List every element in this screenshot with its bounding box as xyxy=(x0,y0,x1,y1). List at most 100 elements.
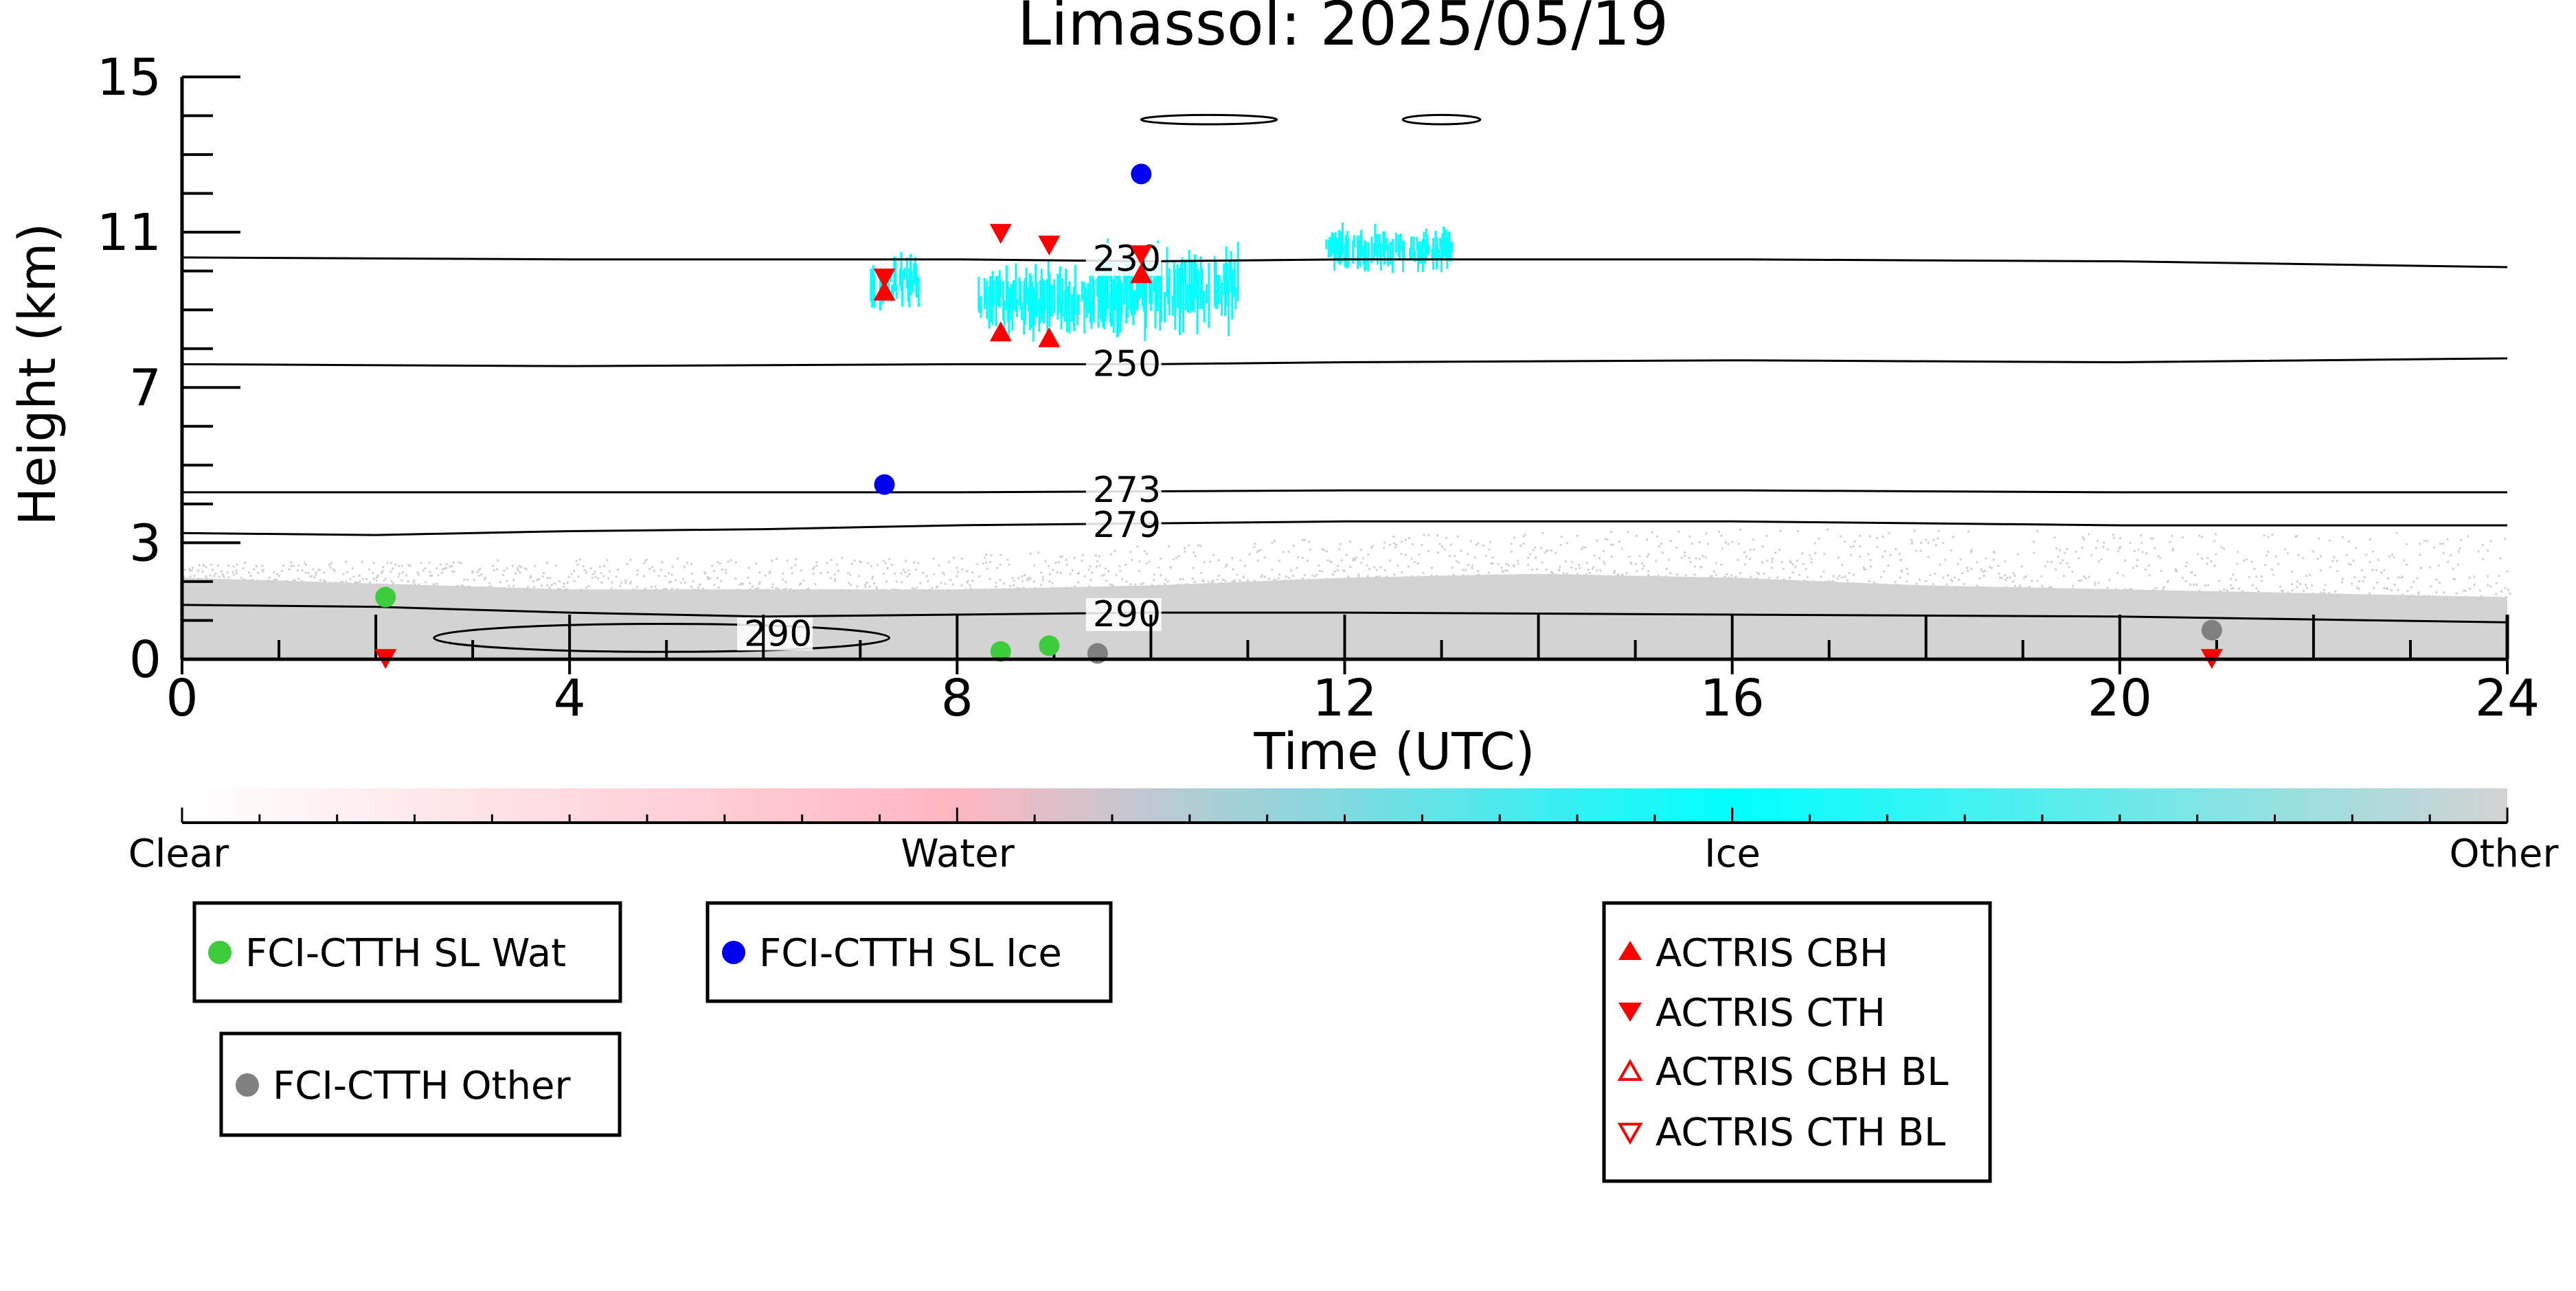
other-cloud-speck xyxy=(542,572,545,575)
other-cloud-speck xyxy=(841,589,844,592)
ice-cloud-streak xyxy=(1131,263,1133,317)
other-cloud-speck xyxy=(2108,579,2111,582)
other-cloud-speck xyxy=(2077,557,2080,560)
ice-cloud-streak xyxy=(1327,240,1330,258)
other-cloud-speck xyxy=(1134,583,1137,586)
other-cloud-speck xyxy=(1388,559,1391,562)
other-cloud-speck xyxy=(1412,575,1414,578)
other-cloud-speck xyxy=(372,571,374,574)
other-cloud-speck xyxy=(986,567,988,570)
other-cloud-speck xyxy=(2504,586,2507,589)
ice-cloud-streak xyxy=(1019,281,1022,310)
other-cloud-speck xyxy=(1448,555,1451,558)
other-cloud-speck xyxy=(1268,578,1271,580)
ice-cloud-streak xyxy=(1341,222,1344,255)
other-cloud-speck xyxy=(2246,591,2249,594)
other-cloud-speck xyxy=(1569,574,1572,577)
ice-cloud-streak xyxy=(1218,275,1221,304)
ice-cloud-streak xyxy=(1416,236,1419,251)
other-cloud-speck xyxy=(1197,544,1200,547)
ice-cloud-streak xyxy=(903,267,906,280)
ice-cloud-streak xyxy=(1436,237,1438,270)
other-cloud-speck xyxy=(1541,561,1544,564)
other-cloud-speck xyxy=(706,578,709,580)
other-cloud-speck xyxy=(1707,542,1710,545)
other-cloud-speck xyxy=(523,587,526,590)
ice-cloud-streak xyxy=(1449,242,1452,262)
other-cloud-speck xyxy=(519,571,521,574)
other-cloud-speck xyxy=(769,570,771,573)
ice-cloud-streak xyxy=(1039,280,1041,324)
ice-cloud-streak xyxy=(1231,269,1234,320)
other-cloud-speck xyxy=(1164,582,1166,585)
other-cloud-speck xyxy=(2200,557,2203,560)
other-cloud-speck xyxy=(611,589,614,591)
other-cloud-speck xyxy=(280,570,283,573)
other-cloud-speck xyxy=(1841,576,1844,579)
other-cloud-speck xyxy=(512,584,515,587)
other-cloud-speck xyxy=(1655,560,1658,562)
other-cloud-speck xyxy=(2038,587,2041,590)
other-cloud-speck xyxy=(2018,584,2021,587)
other-cloud-speck xyxy=(390,580,393,582)
other-cloud-speck xyxy=(218,575,221,578)
other-cloud-speck xyxy=(1051,582,1054,584)
other-cloud-speck xyxy=(1239,579,1241,582)
other-cloud-speck xyxy=(1410,558,1413,560)
other-cloud-speck xyxy=(1028,576,1030,579)
other-cloud-speck xyxy=(1218,574,1221,577)
legend-label-cth: ACTRIS CTH xyxy=(1656,991,1886,1036)
other-cloud-speck xyxy=(2033,540,2035,543)
other-cloud-speck xyxy=(1383,547,1386,549)
other-cloud-speck xyxy=(576,564,579,567)
ice-cloud-streak xyxy=(1132,290,1135,325)
other-cloud-speck xyxy=(837,569,839,572)
other-cloud-speck xyxy=(1925,585,1928,588)
other-cloud-speck xyxy=(1217,559,1220,562)
other-cloud-speck xyxy=(885,580,888,583)
other-cloud-speck xyxy=(2213,564,2216,567)
contour-label: 250 xyxy=(1093,343,1161,385)
other-cloud-speck xyxy=(716,577,719,580)
other-cloud-speck xyxy=(890,563,893,566)
ice-cloud-streak xyxy=(1357,240,1360,265)
other-cloud-speck xyxy=(936,585,939,588)
other-cloud-speck xyxy=(534,564,536,567)
ice-cloud-streak xyxy=(1103,269,1106,330)
other-cloud-speck xyxy=(1333,570,1336,573)
other-cloud-speck xyxy=(2464,590,2467,593)
other-cloud-speck xyxy=(905,560,907,562)
other-cloud-speck xyxy=(1212,579,1214,582)
other-cloud-speck xyxy=(2324,584,2327,586)
other-cloud-speck xyxy=(2473,575,2476,578)
other-cloud-speck xyxy=(2376,581,2379,584)
other-cloud-speck xyxy=(1373,566,1376,569)
other-cloud-speck xyxy=(1763,572,1765,575)
other-cloud-speck xyxy=(577,575,580,578)
other-cloud-speck xyxy=(1464,569,1467,571)
other-cloud-speck xyxy=(409,564,411,567)
other-cloud-speck xyxy=(1081,560,1083,562)
other-cloud-speck xyxy=(2487,549,2489,552)
other-cloud-speck xyxy=(192,567,194,569)
other-cloud-speck xyxy=(1927,541,1930,544)
other-cloud-speck xyxy=(1661,551,1664,554)
other-cloud-speck xyxy=(2162,586,2165,589)
other-cloud-speck xyxy=(1209,560,1212,563)
other-cloud-speck xyxy=(2455,593,2458,595)
other-cloud-speck xyxy=(1109,553,1112,556)
other-cloud-speck xyxy=(620,582,623,584)
other-cloud-speck xyxy=(1283,580,1285,582)
other-cloud-speck xyxy=(912,586,914,589)
other-cloud-speck xyxy=(1395,543,1398,546)
other-cloud-speck xyxy=(2430,585,2432,588)
ice-cloud-streak xyxy=(1096,278,1098,297)
other-cloud-speck xyxy=(2071,571,2074,573)
other-cloud-speck xyxy=(2327,592,2330,595)
other-cloud-speck xyxy=(1397,564,1399,567)
other-cloud-speck xyxy=(1026,578,1029,581)
other-cloud-speck xyxy=(2207,584,2210,586)
other-cloud-speck xyxy=(460,562,462,564)
other-cloud-speck xyxy=(1505,562,1508,565)
other-cloud-speck xyxy=(2236,562,2239,565)
